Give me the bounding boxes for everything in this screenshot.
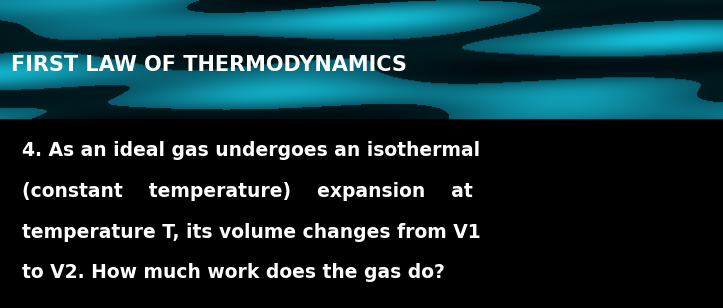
Text: to V2. How much work does the gas do?: to V2. How much work does the gas do? xyxy=(22,263,445,282)
Text: FIRST LAW OF THERMODYNAMICS: FIRST LAW OF THERMODYNAMICS xyxy=(11,55,407,75)
Text: temperature T, its volume changes from V1: temperature T, its volume changes from V… xyxy=(22,223,480,242)
Text: (constant    temperature)    expansion    at: (constant temperature) expansion at xyxy=(22,182,472,201)
Text: 4. As an ideal gas undergoes an isothermal: 4. As an ideal gas undergoes an isotherm… xyxy=(22,141,480,160)
